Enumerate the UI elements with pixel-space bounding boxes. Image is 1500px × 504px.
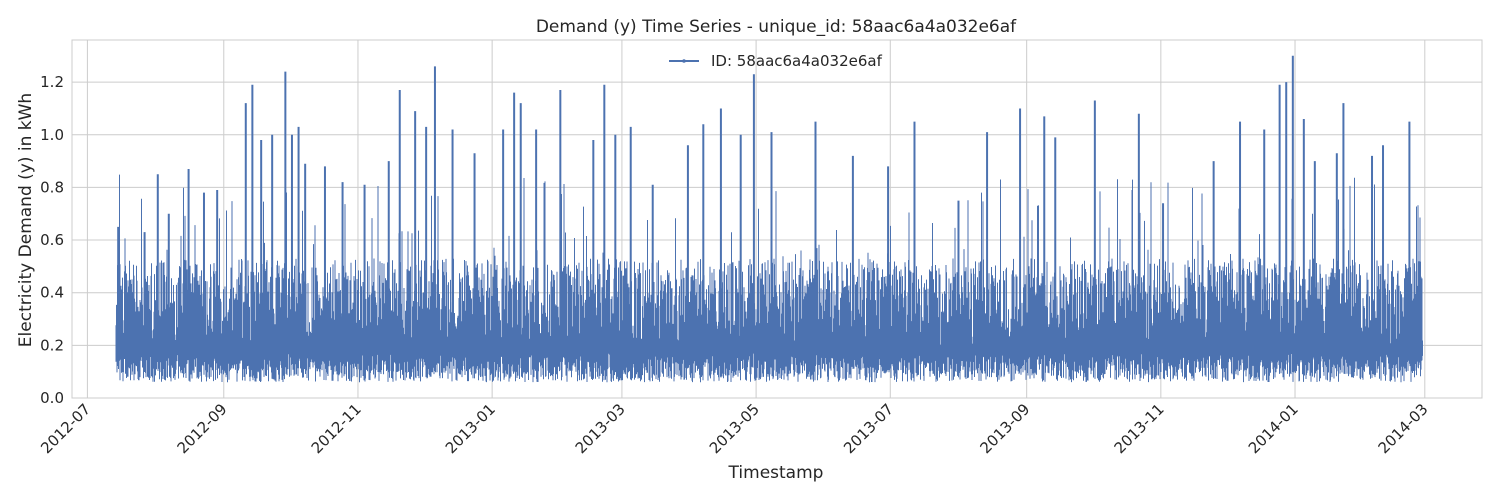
x-tick-label: 2013-07 [840, 400, 897, 457]
legend-label: ID: 58aac6a4a032e6af [711, 52, 883, 70]
x-tick-label: 2012-07 [37, 400, 94, 457]
y-tick-label: 0.0 [40, 389, 64, 407]
y-tick-label: 0.2 [40, 336, 64, 354]
x-tick-label: 2013-03 [572, 400, 629, 457]
x-tick-label: 2013-01 [442, 400, 499, 457]
x-tick-label: 2012-09 [174, 400, 231, 457]
y-tick-label: 0.8 [40, 178, 64, 196]
plot-frame [71, 39, 1483, 399]
x-tick-label: 2013-11 [1111, 400, 1168, 457]
y-tick-label: 1.0 [40, 126, 64, 144]
series-layer [115, 55, 1423, 383]
x-tick-label: 2013-09 [976, 400, 1033, 457]
series-line [115, 174, 1423, 383]
legend: ID: 58aac6a4a032e6af [669, 52, 883, 70]
axes: 0.0 0.2 0.4 0.6 0.8 1.0 1.2 2012-07 2012-09 2012-… [37, 39, 1483, 457]
x-tick-label: 2013-05 [706, 400, 763, 457]
legend-marker [682, 59, 686, 63]
chart-title: Demand (y) Time Series - unique_id: 58aa… [536, 17, 1017, 37]
y-tick-label: 0.6 [40, 231, 64, 249]
x-tick-label: 2014-01 [1245, 400, 1302, 457]
x-tick-label: 2012-11 [308, 400, 365, 457]
x-tick-label: 2014-03 [1375, 400, 1432, 457]
y-tick-label: 1.2 [40, 73, 64, 91]
x-axis-label: Timestamp [728, 463, 824, 483]
y-axis-label: Electricity Demand (y) in kWh [16, 93, 36, 347]
y-tick-label: 0.4 [40, 284, 64, 302]
